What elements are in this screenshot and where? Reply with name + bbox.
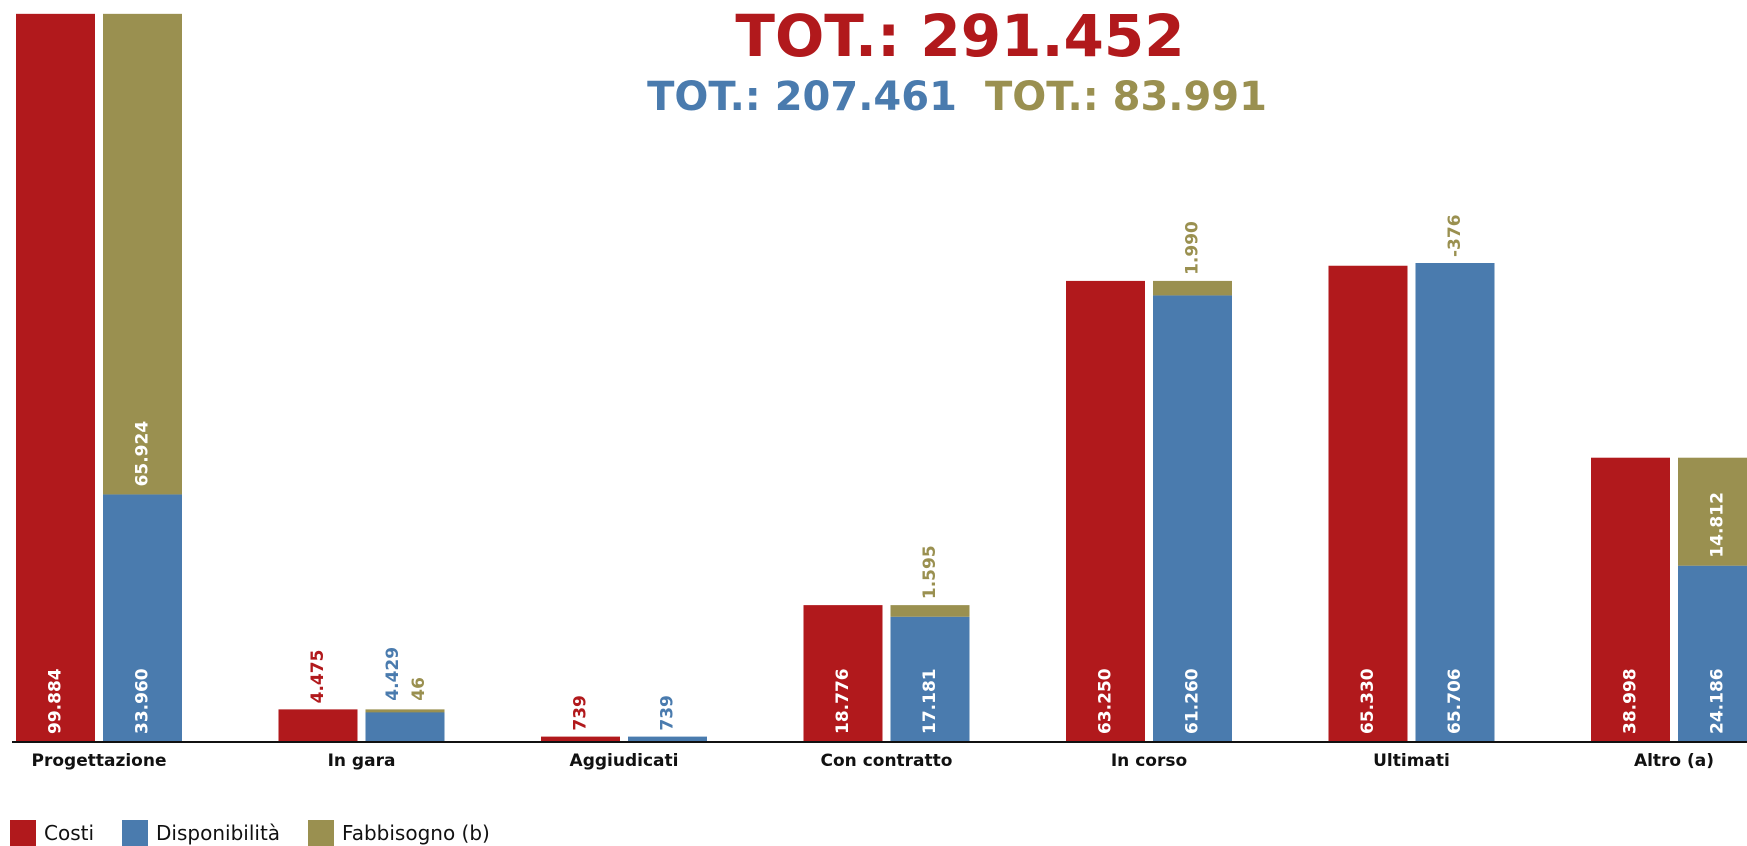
bar-disponibilita-altro-a: [1678, 565, 1747, 742]
bar-costi-altro-a: [1591, 457, 1670, 742]
label-fabbisogno-progettazione: 65.924: [133, 421, 153, 487]
bar-fabbisogno-con-contratto: [890, 605, 970, 617]
label-fabbisogno-in-corso: 1.990: [1183, 221, 1203, 275]
category-label-progettazione: Progettazione: [32, 751, 167, 771]
legend-swatch-disponibilita: [122, 820, 149, 846]
label-disponibilita-progettazione: 33.960: [133, 668, 153, 734]
label-costi-progettazione: 99.884: [46, 668, 66, 734]
total-costi: TOT.: 291.452: [735, 2, 1184, 70]
label-fabbisogno-altro-a: 14.812: [1708, 492, 1728, 558]
bar-costi-in-corso: [1066, 280, 1145, 742]
bars-layer: 99.884 33.960 65.924 4.475 4.429 46 739 739 18.7…: [16, 13, 1747, 742]
category-label-in-gara: In gara: [328, 751, 396, 771]
label-disponibilita-altro-a: 24.186: [1708, 668, 1728, 734]
label-costi-in-corso: 63.250: [1096, 668, 1116, 734]
legend-item-costi: Costi: [10, 820, 94, 846]
legend-label-disponibilita: Disponibilità: [156, 821, 281, 845]
legend-swatch-fabbisogno: [308, 820, 335, 846]
label-costi-ultimati: 65.330: [1358, 668, 1378, 734]
label-disponibilita-ultimati: 65.706: [1445, 668, 1465, 734]
label-disponibilita-aggiudicati: 739: [658, 695, 678, 731]
label-costi-in-gara: 4.475: [308, 650, 328, 704]
bar-fabbisogno-in-corso: [1153, 280, 1232, 296]
label-disponibilita-in-corso: 61.260: [1183, 668, 1203, 734]
legend-item-disponibilita: Disponibilità: [122, 820, 280, 846]
label-disponibilita-con-contratto: 17.181: [920, 668, 940, 734]
bar-costi-aggiudicati: [541, 736, 620, 742]
legend-label-costi: Costi: [44, 821, 95, 845]
label-costi-altro-a: 38.998: [1621, 668, 1641, 734]
bar-costi-ultimati: [1328, 265, 1408, 742]
bar-fabbisogno-progettazione: [103, 13, 182, 495]
label-costi-con-contratto: 18.776: [833, 668, 853, 734]
bar-disponibilita-progettazione: [103, 494, 182, 742]
category-label-altro-a: Altro (a): [1634, 751, 1714, 771]
legend-swatch-costi: [10, 820, 36, 846]
total-disponibilita: TOT.: 207.461: [647, 74, 957, 120]
total-fabbisogno: TOT.: 83.991: [985, 74, 1267, 120]
label-disponibilita-in-gara: 4.429: [383, 647, 403, 701]
bar-disponibilita-in-corso: [1153, 295, 1232, 742]
bar-disponibilita-aggiudicati: [628, 736, 707, 742]
category-label-in-corso: In corso: [1111, 751, 1187, 771]
category-label-aggiudicati: Aggiudicati: [570, 751, 679, 771]
bar-fabbisogno-in-gara: [365, 709, 445, 713]
category-labels: Progettazione In gara Aggiudicati Con contr…: [32, 751, 1715, 771]
label-fabbisogno-ultimati: -376: [1445, 214, 1465, 257]
legend: Costi Disponibilità Fabbisogno (b): [10, 820, 518, 846]
bar-costi-progettazione: [16, 13, 95, 742]
bar-costi-con-contratto: [803, 605, 883, 742]
bar-disponibilita-con-contratto: [890, 616, 970, 742]
legend-item-fabbisogno: Fabbisogno (b): [308, 820, 490, 846]
bar-costi-in-gara: [278, 709, 358, 742]
category-label-con-contratto: Con contratto: [821, 751, 953, 771]
label-fabbisogno-con-contratto: 1.595: [920, 545, 940, 599]
label-costi-aggiudicati: 739: [571, 695, 591, 731]
bar-fabbisogno-altro-a: [1678, 457, 1747, 566]
bar-disponibilita-in-gara: [365, 709, 445, 742]
label-fabbisogno-in-gara: 46: [409, 677, 429, 701]
bar-disponibilita-ultimati: [1415, 263, 1495, 742]
category-label-ultimati: Ultimati: [1373, 751, 1450, 771]
legend-label-fabbisogno: Fabbisogno (b): [342, 821, 490, 845]
